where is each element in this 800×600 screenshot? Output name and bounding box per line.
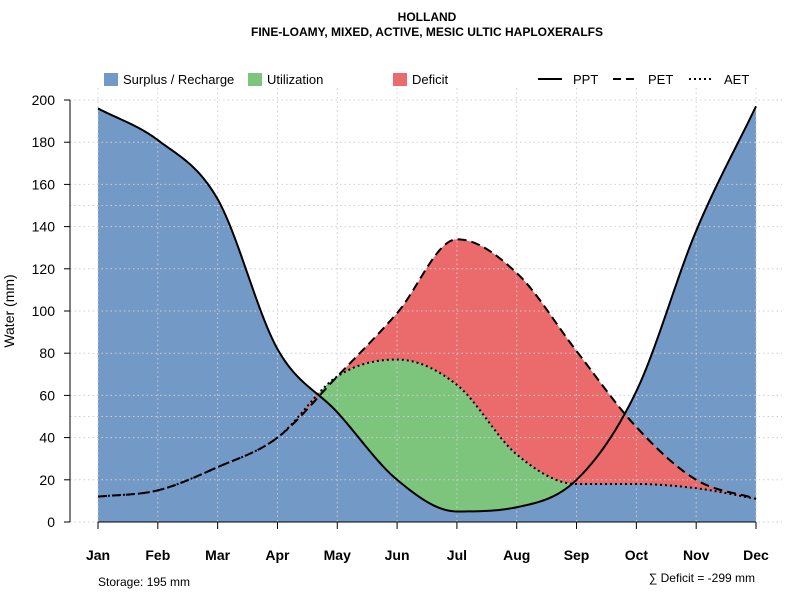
- x-tick-label: Feb: [145, 547, 170, 563]
- deficit-label: ∑ Deficit = -299 mm: [649, 571, 755, 585]
- chart-title: HOLLAND: [398, 10, 457, 24]
- x-tick-label: Oct: [625, 547, 649, 563]
- x-tick-label: Jun: [385, 547, 410, 563]
- y-tick-label: 180: [32, 134, 56, 150]
- y-tick-label: 80: [39, 345, 55, 361]
- x-tick-label: Nov: [683, 547, 710, 563]
- x-tick-label: May: [324, 547, 351, 563]
- surplus-area: [98, 106, 756, 522]
- x-tick-label: Dec: [743, 547, 769, 563]
- y-tick-label: 40: [39, 430, 55, 446]
- y-axis-label: Water (mm): [1, 274, 17, 347]
- legend-label: PPT: [573, 72, 598, 87]
- y-tick-label: 20: [39, 472, 55, 488]
- y-tick-label: 140: [32, 219, 56, 235]
- legend-label: Utilization: [267, 72, 323, 87]
- x-tick-label: Jul: [447, 547, 467, 563]
- x-tick-label: Jan: [86, 547, 110, 563]
- deficit-area: [98, 239, 756, 499]
- legend-label: PET: [648, 72, 673, 87]
- legend: Surplus / Recharge Utilization Deficit PPT P…: [104, 72, 749, 87]
- chart-subtitle: FINE-LOAMY, MIXED, ACTIVE, MESIC ULTIC H…: [251, 25, 603, 39]
- fill-areas: [98, 106, 756, 522]
- x-tick-label: Sep: [564, 547, 590, 563]
- y-tick-label: 0: [47, 514, 55, 530]
- y-tick-label: 200: [32, 92, 56, 108]
- series-lines: [97, 105, 757, 513]
- grid-lines: [70, 88, 782, 523]
- x-tick-label: Aug: [503, 547, 530, 563]
- series-line-aet: [97, 358, 757, 500]
- series-line-ppt: [97, 105, 757, 513]
- x-tick-label: Mar: [205, 547, 230, 563]
- legend-label: AET: [724, 72, 749, 87]
- y-tick-label: 60: [39, 387, 55, 403]
- legend-label: Surplus / Recharge: [123, 72, 234, 87]
- axes: 0 20 40 60 80 100 120 140 160 180 200 Jan Feb Mar Apr M…: [32, 92, 769, 563]
- legend-swatch: [248, 73, 262, 86]
- legend-swatch: [393, 73, 407, 86]
- series-line-pet: [97, 238, 757, 500]
- x-tick-label: Apr: [265, 547, 290, 563]
- utilization-area: [98, 359, 756, 512]
- legend-label: Deficit: [412, 72, 449, 87]
- y-tick-label: 120: [32, 261, 56, 277]
- y-tick-label: 100: [32, 303, 56, 319]
- y-tick-label: 160: [32, 176, 56, 192]
- legend-swatch: [104, 73, 118, 86]
- storage-label: Storage: 195 mm: [98, 575, 190, 589]
